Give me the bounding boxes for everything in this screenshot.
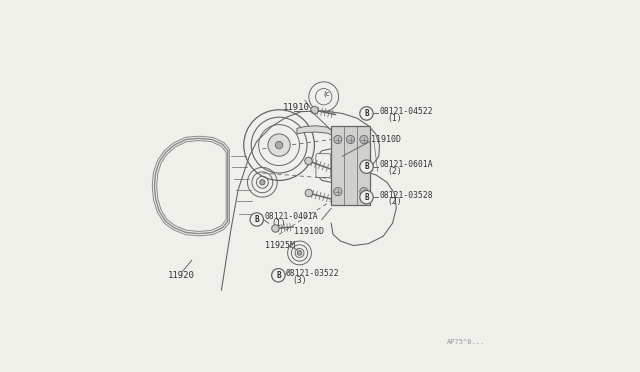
Circle shape: [260, 180, 265, 185]
Text: (3): (3): [292, 276, 307, 285]
Circle shape: [346, 135, 355, 144]
Text: 08121-0401A: 08121-0401A: [264, 212, 318, 221]
Text: 08121-04522: 08121-04522: [380, 107, 433, 116]
Text: 11910: 11910: [283, 103, 310, 112]
Text: (c: (c: [323, 90, 330, 97]
Circle shape: [305, 189, 312, 197]
Text: B: B: [276, 271, 281, 280]
Text: B: B: [364, 109, 369, 118]
Circle shape: [360, 135, 368, 144]
Text: 11920: 11920: [168, 271, 195, 280]
Circle shape: [275, 141, 283, 149]
Text: 11925M: 11925M: [265, 241, 295, 250]
Circle shape: [268, 134, 291, 156]
Circle shape: [311, 106, 318, 114]
Text: B: B: [255, 215, 259, 224]
Circle shape: [298, 251, 302, 255]
Text: B: B: [364, 162, 369, 171]
Text: (2): (2): [387, 198, 401, 206]
Circle shape: [334, 135, 342, 144]
Circle shape: [250, 213, 264, 226]
Text: 11910D: 11910D: [371, 135, 401, 144]
Text: (1): (1): [271, 219, 285, 228]
Text: AP75^0...: AP75^0...: [447, 339, 484, 345]
Text: (2): (2): [387, 167, 401, 176]
Text: 08121-03528: 08121-03528: [380, 191, 433, 200]
Text: 08121-03522: 08121-03522: [286, 269, 339, 278]
Circle shape: [272, 225, 279, 232]
Circle shape: [360, 190, 373, 204]
Circle shape: [360, 187, 368, 196]
FancyBboxPatch shape: [331, 126, 370, 205]
Circle shape: [360, 107, 373, 120]
FancyBboxPatch shape: [316, 154, 331, 177]
Text: (1): (1): [387, 114, 401, 123]
Polygon shape: [297, 126, 333, 136]
Text: B: B: [364, 193, 369, 202]
Text: 11910D: 11910D: [294, 227, 324, 236]
Circle shape: [271, 269, 285, 282]
Text: 08121-0601A: 08121-0601A: [380, 160, 433, 169]
Circle shape: [305, 157, 312, 165]
Circle shape: [334, 187, 342, 196]
Circle shape: [360, 160, 373, 173]
